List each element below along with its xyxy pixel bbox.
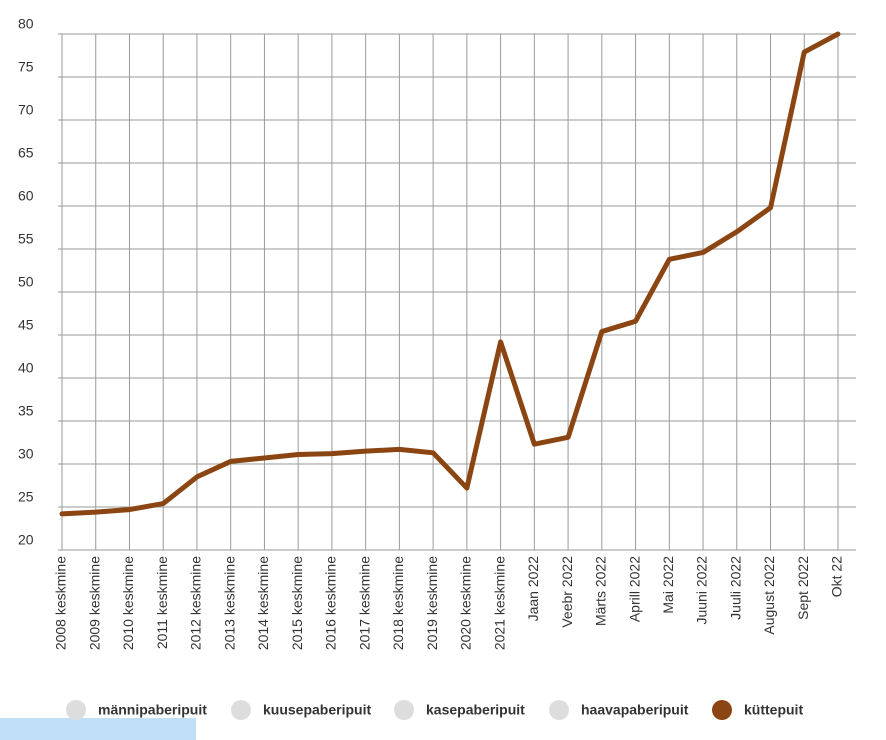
y-tick-label: 50 xyxy=(18,274,34,290)
x-tick-label: 2015 keskmine xyxy=(289,556,305,650)
y-tick-label: 55 xyxy=(18,231,34,247)
legend-marker[interactable] xyxy=(712,700,732,720)
x-tick-label: Mai 2022 xyxy=(660,556,676,614)
scroll-highlight xyxy=(0,718,196,740)
x-tick-label: Okt 22 xyxy=(829,556,845,597)
legend-marker[interactable] xyxy=(231,700,251,720)
x-tick-label: Aprill 2022 xyxy=(626,556,642,622)
x-tick-label: 2016 keskmine xyxy=(323,556,339,650)
x-tick-label: 2011 keskmine xyxy=(154,556,170,649)
x-tick-label: Märts 2022 xyxy=(593,556,609,626)
y-tick-label: 70 xyxy=(18,102,34,118)
x-tick-label: 2018 keskmine xyxy=(390,556,406,650)
x-tick-label: August 2022 xyxy=(761,556,777,635)
x-tick-label: Sept 2022 xyxy=(795,556,811,620)
x-tick-label: 2019 keskmine xyxy=(424,556,440,650)
y-tick-label: 30 xyxy=(18,446,34,462)
x-tick-label: 2008 keskmine xyxy=(53,556,69,650)
x-tick-label: Juuni 2022 xyxy=(694,556,710,625)
y-tick-label: 75 xyxy=(18,59,34,75)
legend-marker[interactable] xyxy=(394,700,414,720)
legend-label[interactable]: kuusepaberipuit xyxy=(263,702,371,718)
x-tick-label: 2017 keskmine xyxy=(356,556,372,650)
y-tick-label: 60 xyxy=(18,188,34,204)
y-tick-label: 80 xyxy=(18,16,34,32)
y-tick-label: 45 xyxy=(18,317,34,333)
x-tick-label: Juuli 2022 xyxy=(727,556,743,620)
legend-label[interactable]: kasepaberipuit xyxy=(426,702,525,718)
x-tick-label: 2012 keskmine xyxy=(188,556,204,650)
y-tick-label: 65 xyxy=(18,145,34,161)
x-tick-label: Jaan 2022 xyxy=(525,556,541,622)
y-tick-label: 35 xyxy=(18,403,34,419)
y-tick-label: 20 xyxy=(18,532,34,548)
x-tick-label: 2013 keskmine xyxy=(221,556,237,650)
x-tick-label: 2009 keskmine xyxy=(86,556,102,650)
x-tick-label: 2020 keskmine xyxy=(458,556,474,650)
x-tick-label: Veebr 2022 xyxy=(559,556,575,628)
legend-marker[interactable] xyxy=(66,700,86,720)
legend-marker[interactable] xyxy=(549,700,569,720)
y-tick-label: 40 xyxy=(18,360,34,376)
x-tick-label: 2010 keskmine xyxy=(120,556,136,650)
x-tick-label: 2014 keskmine xyxy=(255,556,271,650)
x-tick-label: 2021 keskmine xyxy=(491,556,507,650)
legend-label[interactable]: männipaberipuit xyxy=(98,702,207,718)
legend-label[interactable]: haavapaberipuit xyxy=(581,702,689,718)
line-series xyxy=(59,31,841,517)
y-tick-label: 25 xyxy=(18,489,34,505)
legend-label[interactable]: küttepuit xyxy=(744,702,803,718)
